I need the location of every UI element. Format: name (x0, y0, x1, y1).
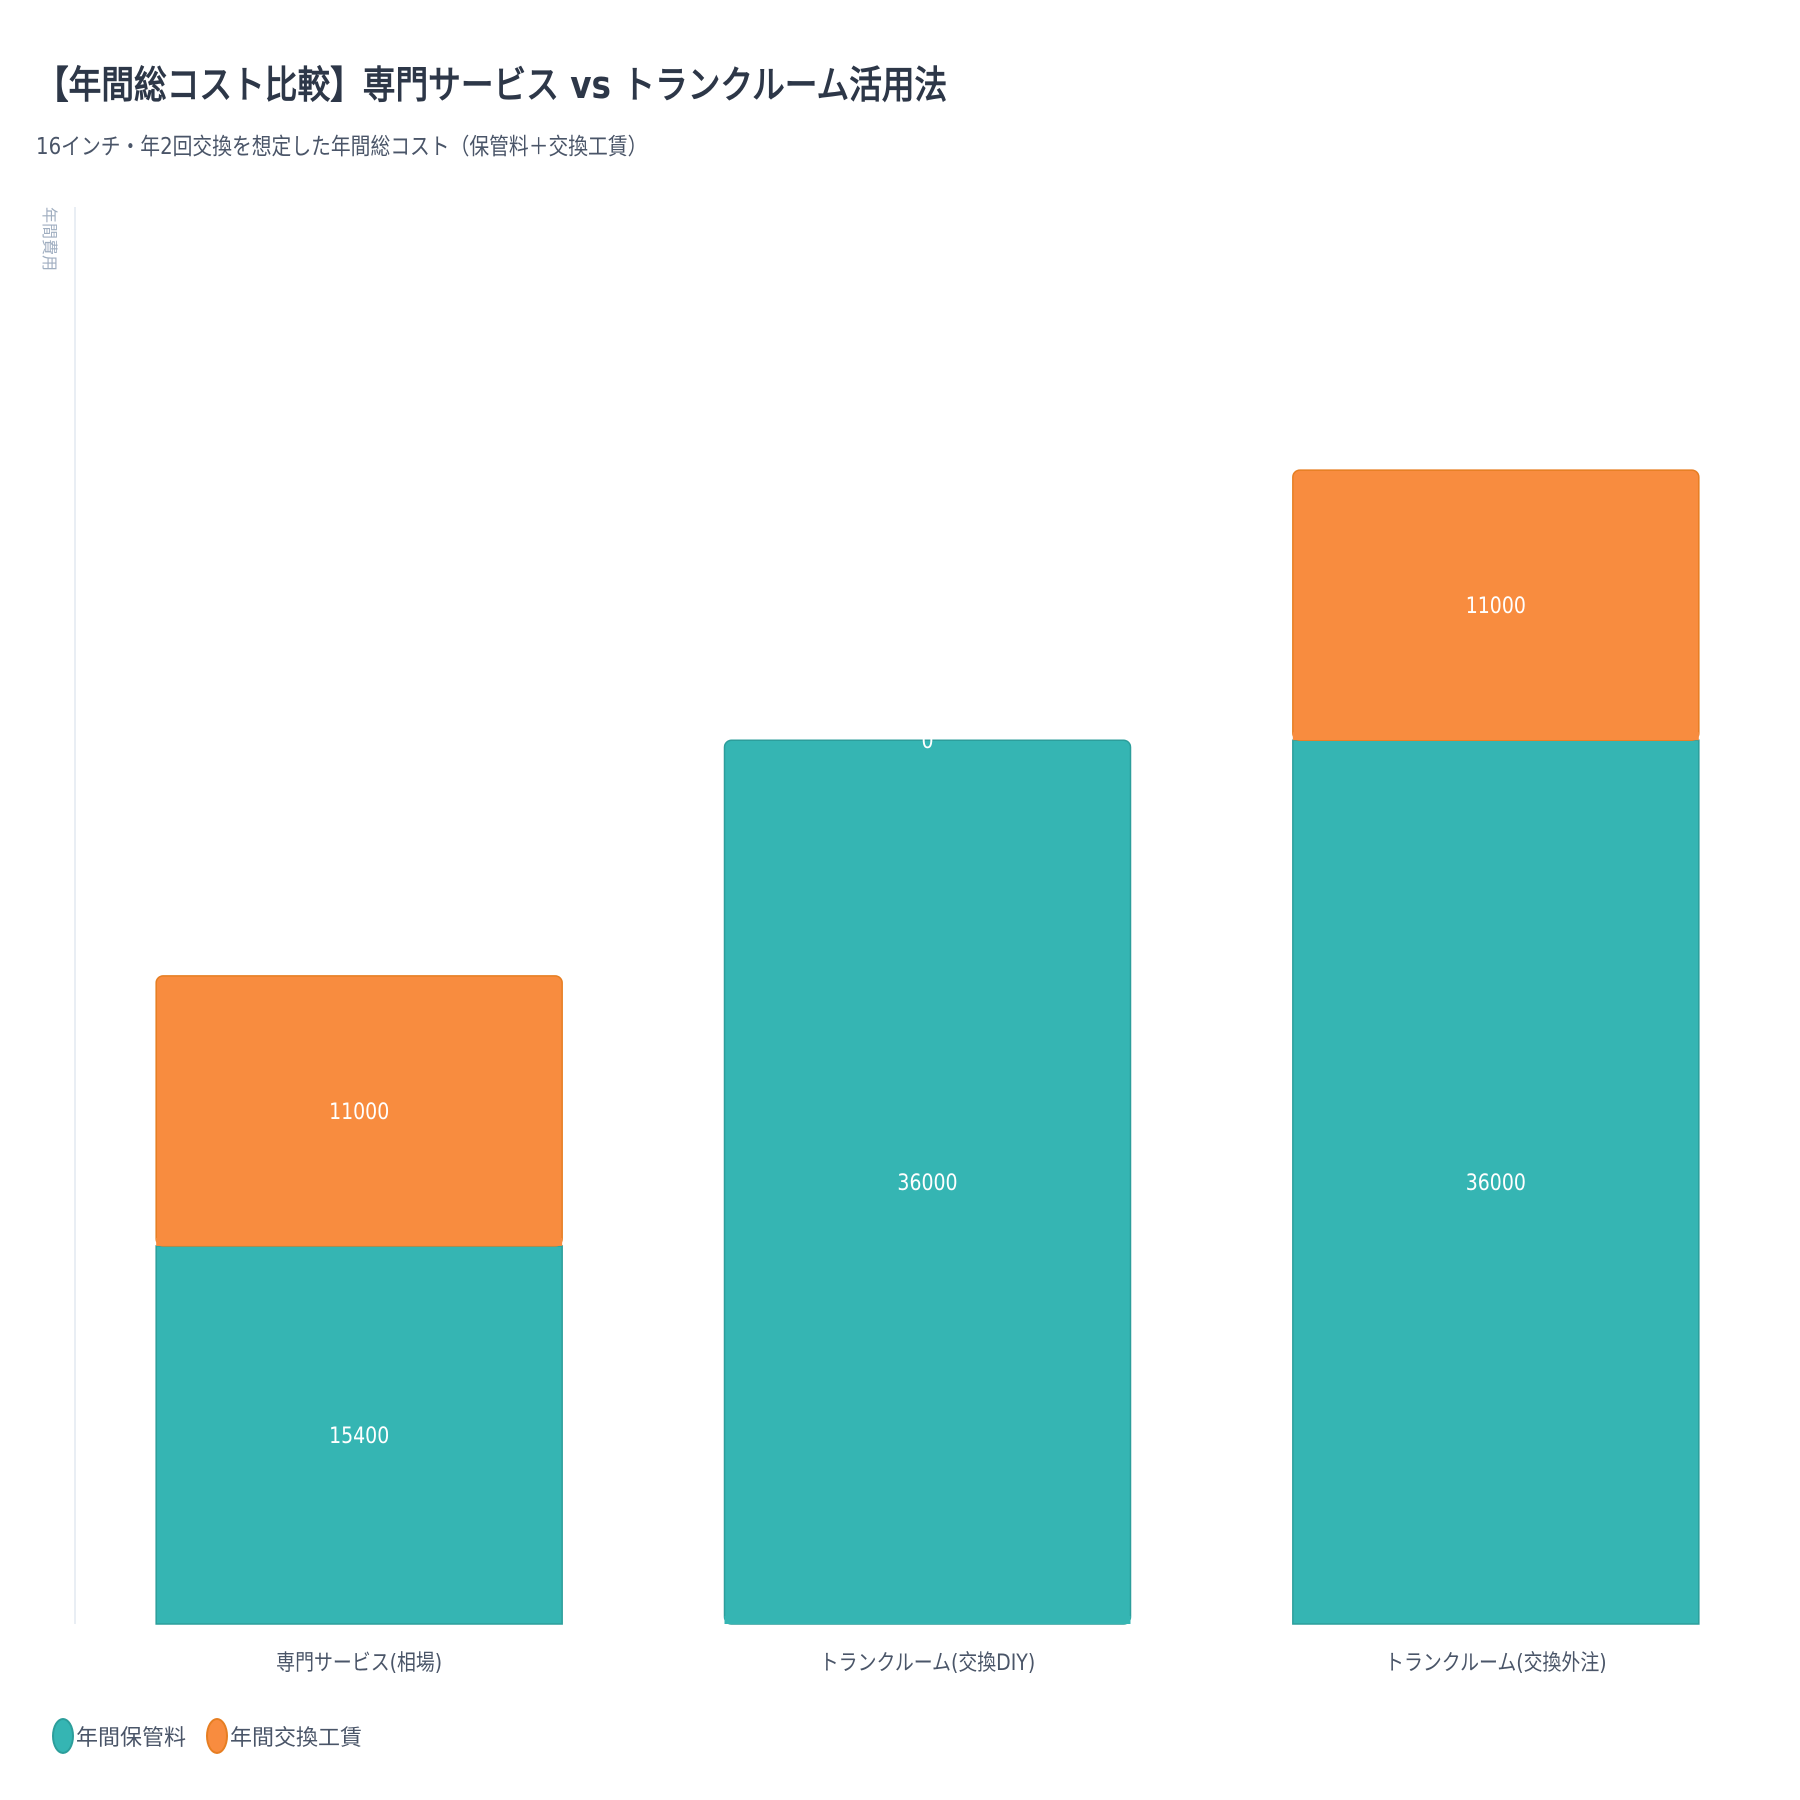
bar-value-label: 0 (921, 728, 933, 754)
bar-value-label: 15400 (329, 1423, 389, 1449)
bar-value-label: 36000 (897, 1170, 957, 1196)
legend: 年間保管料 年間交換工賃 (52, 1718, 382, 1754)
bar-segment[interactable] (155, 1245, 563, 1625)
bar-segment-corner-fill (1292, 732, 1699, 741)
legend-swatch-labor (206, 1718, 229, 1754)
bar-segment[interactable] (1292, 739, 1700, 1625)
category-label: 専門サービス(相場) (276, 1650, 442, 1676)
bar-segment-corner-fill (724, 1616, 1131, 1624)
bar-value-label: 11000 (329, 1099, 389, 1125)
legend-item-storage[interactable]: 年間保管料 (52, 1718, 186, 1754)
legend-swatch-storage (52, 1718, 74, 1754)
chart-title: 【年間総コスト比較】専門サービス vs トランクルーム活用法 (36, 63, 948, 107)
bar-segment-corner-fill (156, 1237, 563, 1246)
chart-subtitle: 16インチ・年2回交換を想定した年間総コスト（保管料＋交換工賃） (36, 134, 648, 160)
legend-label-storage: 年間保管料 (76, 1726, 187, 1751)
bar-value-label: 36000 (1466, 1170, 1526, 1196)
bar-value-label: 11000 (1466, 593, 1526, 619)
category-label: トランクルーム(交換外注) (1385, 1650, 1607, 1676)
legend-item-labor[interactable]: 年間交換工賃 (206, 1718, 362, 1754)
y-axis-label: 年間費用 (40, 207, 59, 271)
category-label: トランクルーム(交換DIY) (820, 1650, 1035, 1676)
legend-label-labor: 年間交換工賃 (230, 1726, 363, 1751)
